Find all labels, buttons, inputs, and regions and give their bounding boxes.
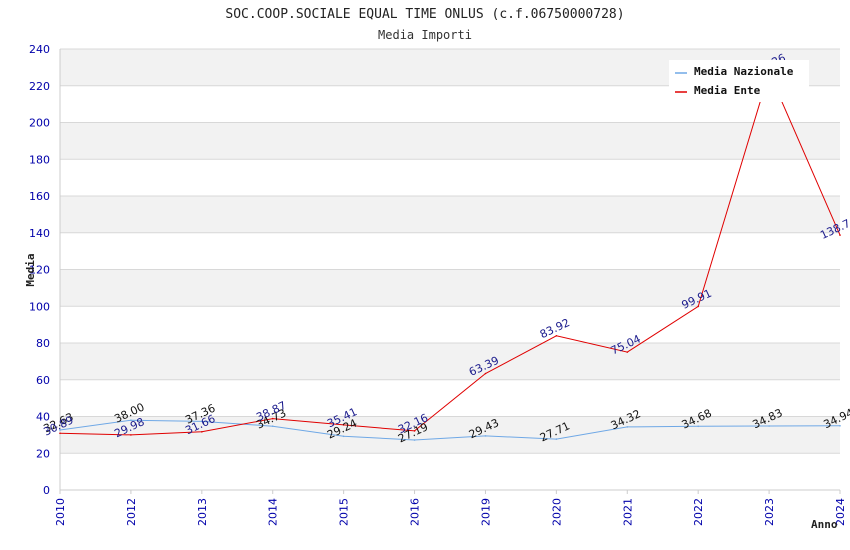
data-point [484, 372, 487, 375]
grid-lines [59, 48, 841, 494]
grid-band [60, 159, 840, 196]
series-line-media-ente [59, 70, 841, 436]
x-tick-label: 2010 [54, 498, 67, 526]
data-point [201, 431, 203, 433]
data-point [626, 351, 629, 353]
legend: Media Nazionale Media Ente [669, 60, 809, 102]
data-point [271, 417, 274, 420]
data-point [484, 435, 487, 437]
grid-band [60, 196, 840, 233]
grid-band [60, 269, 840, 307]
series-lines [59, 70, 841, 441]
y-tick-label: 220 [29, 80, 50, 93]
data-point [697, 425, 699, 428]
y-tick-label: 200 [29, 117, 50, 130]
y-tick-label: 80 [36, 337, 50, 350]
data-point [130, 434, 132, 436]
data-point [768, 425, 770, 427]
data-point [201, 420, 203, 423]
grid-band [60, 453, 840, 490]
x-tick-label: 2013 [196, 498, 209, 526]
data-point [271, 425, 274, 427]
y-tick-label: 40 [36, 411, 50, 424]
x-tick-label: 2012 [125, 498, 138, 526]
data-point [342, 435, 345, 438]
series-line-media-nazionale [59, 419, 841, 441]
y-axis-label: Media [24, 253, 37, 286]
y-tick-label: 120 [29, 264, 50, 277]
x-tick-label: 2016 [409, 498, 422, 526]
x-axis-ticks: 2010 2012 2013 2014 2015 2016 2019 2020 2021 2022… [54, 498, 847, 526]
legend-label-nazionale: Media Nazionale [694, 65, 794, 78]
x-tick-label: 2024 [834, 498, 847, 526]
chart-subtitle: Media Importi [378, 28, 472, 42]
data-point [626, 426, 629, 428]
y-tick-label: 100 [29, 300, 50, 313]
data-point [413, 430, 416, 432]
x-tick-label: 2019 [479, 498, 492, 526]
data-point [555, 334, 558, 337]
data-point [697, 305, 699, 308]
chart-title: SOC.COOP.SOCIALE EQUAL TIME ONLUS (c.f.0… [225, 7, 624, 22]
grid-band [60, 343, 840, 380]
grid-band [60, 306, 840, 343]
data-point [59, 429, 61, 431]
data-point [839, 424, 841, 427]
grid-band [60, 379, 840, 417]
data-point [555, 438, 558, 440]
legend-box [669, 60, 809, 102]
grid-band [60, 122, 840, 160]
x-tick-label: 2015 [338, 498, 351, 526]
data-point [130, 419, 132, 421]
x-tick-label: 2020 [550, 498, 563, 526]
y-tick-label: 160 [29, 190, 50, 203]
x-tick-label: 2021 [621, 498, 634, 526]
y-tick-label: 240 [29, 43, 50, 56]
data-point [342, 424, 345, 426]
data-point [839, 234, 841, 236]
x-tick-label: 2022 [692, 498, 705, 526]
grid-bands [60, 49, 840, 490]
y-tick-label: 180 [29, 153, 50, 166]
x-tick-label: 2023 [763, 498, 776, 526]
x-tick-label: 2014 [267, 498, 280, 526]
grid-band [60, 232, 840, 270]
y-tick-label: 0 [43, 484, 50, 497]
grid-band [60, 416, 840, 454]
y-axis-ticks: 0 20 40 60 80 100 120 140 160 180 200 220 240 [29, 43, 50, 497]
data-point [413, 439, 416, 441]
y-tick-label: 140 [29, 227, 50, 240]
legend-label-ente: Media Ente [694, 84, 761, 97]
data-point [59, 432, 61, 435]
x-axis-label: Anno [811, 518, 838, 531]
y-tick-label: 20 [36, 447, 50, 460]
y-tick-label: 60 [36, 374, 50, 387]
